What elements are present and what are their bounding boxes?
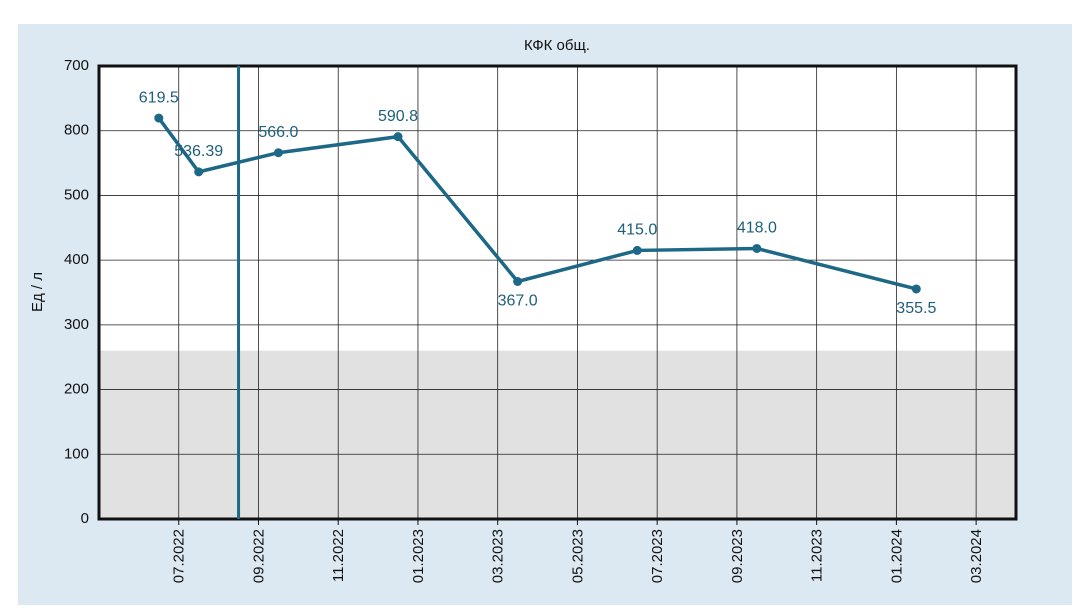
y-tick-label: 500 [64, 186, 89, 203]
point [393, 132, 403, 142]
point [632, 245, 642, 255]
x-tick-label: 05.2023 [569, 529, 586, 583]
x-tick-label: 01.2024 [888, 529, 905, 583]
y-tick-label: 0 [81, 510, 89, 527]
y-axis-label: Ед / л [29, 272, 46, 312]
data-label: 536.39 [174, 143, 223, 160]
x-tick-label: 03.2024 [968, 529, 985, 583]
point [752, 243, 762, 253]
data-label: 367.0 [498, 293, 538, 310]
reference-band [99, 350, 1016, 519]
point [154, 113, 164, 123]
data-label: 590.8 [378, 108, 418, 125]
point [273, 148, 283, 158]
x-tick-label: 07.2023 [649, 529, 666, 583]
point [513, 276, 523, 286]
y-tick-label: 100 [64, 445, 89, 462]
y-tick-label: 200 [64, 381, 89, 398]
point [194, 167, 204, 177]
data-label: 355.5 [896, 300, 936, 317]
data-label: 418.0 [737, 220, 777, 237]
x-tick-label: 09.2022 [250, 529, 267, 583]
x-tick-label: 07.2022 [171, 529, 188, 583]
y-tick-label: 700 [64, 57, 89, 74]
x-tick-label: 09.2023 [729, 529, 746, 583]
line [157, 117, 917, 291]
x-tick-label: 11.2023 [809, 529, 826, 582]
data-label: 619.5 [139, 89, 179, 106]
y-tick-label: 300 [64, 316, 89, 333]
chart-title: КФК общ. [524, 37, 590, 54]
x-tick-label: 11.2022 [330, 529, 347, 582]
data-label: 566.0 [258, 124, 298, 141]
point [911, 284, 921, 294]
data-label: 415.0 [617, 222, 657, 239]
y-tick-label: 400 [64, 251, 89, 268]
x-tick-label: 03.2023 [490, 529, 507, 583]
plot-border [97, 64, 1018, 521]
x-tick-label: 01.2023 [410, 529, 427, 583]
y-tick-label: 800 [64, 122, 89, 139]
